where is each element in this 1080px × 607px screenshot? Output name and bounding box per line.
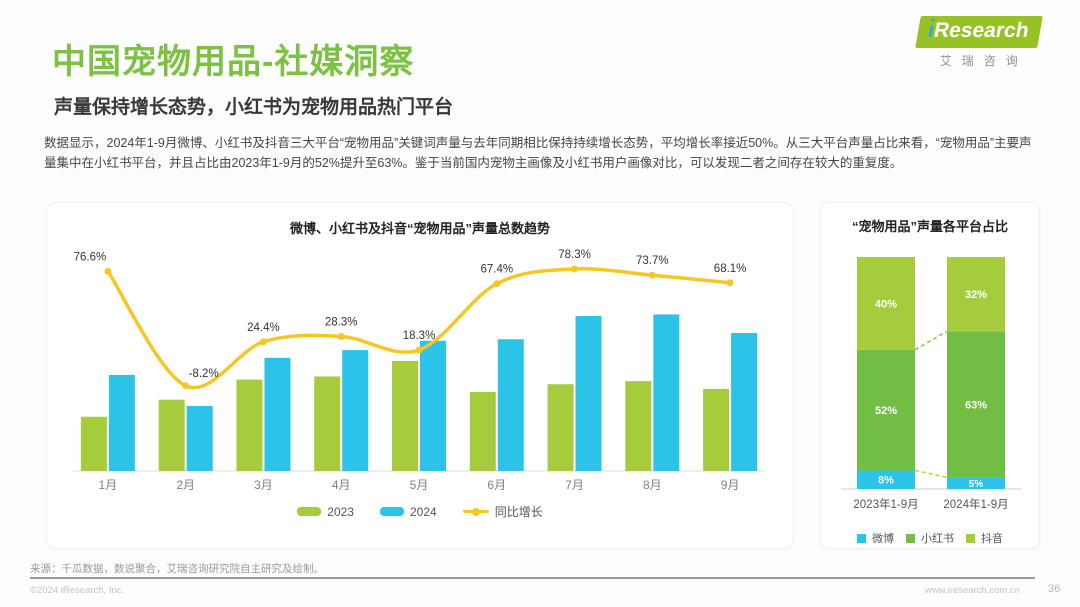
- legend-swatch-xiaohongshu: [906, 533, 915, 543]
- legend-line-marker-icon: [462, 507, 489, 516]
- legend-item-yoy-growth: 同比增长: [462, 503, 543, 520]
- legend-item-2023: 2023: [297, 505, 354, 519]
- footer-divider: [30, 577, 1035, 579]
- svg-text:40%: 40%: [875, 298, 897, 310]
- svg-text:8月: 8月: [643, 478, 662, 492]
- footer-source-note: 来源：千瓜数据，数说聚合，艾瑞咨询研究院自主研究及绘制。: [30, 563, 324, 575]
- iresearch-logo-mark: ı̇Research: [914, 16, 1043, 48]
- platform-share-card: “宠物用品”声量各平台占比 8% 52% 40% 2023年1-9月 5% 63% 32% 2…: [820, 202, 1040, 549]
- body-paragraph: 数据显示，2024年1-9月微博、小红书及抖音三大平台“宠物用品”关键词声量与去…: [44, 136, 1032, 170]
- svg-text:6月: 6月: [487, 478, 506, 492]
- legend-swatch-douyin: [966, 533, 975, 543]
- svg-text:2月: 2月: [176, 478, 195, 492]
- legend-item-2024: 2024: [379, 504, 437, 519]
- legend-label-weibo: 微博: [872, 533, 894, 545]
- svg-text:4月: 4月: [332, 478, 351, 492]
- share-chart-title: “宠物用品”声量各平台占比: [851, 219, 1008, 234]
- svg-text:76.6%: 76.6%: [74, 251, 107, 263]
- legend-item-weibo: 微博: [857, 530, 894, 546]
- footer-website: www.iresearch.com.cn: [924, 585, 1020, 596]
- svg-text:2023年1-9月: 2023年1-9月: [853, 497, 918, 511]
- legend-label-2024: 2024: [409, 504, 437, 519]
- svg-text:3月: 3月: [254, 478, 273, 492]
- svg-text:73.7%: 73.7%: [636, 255, 669, 267]
- svg-text:8%: 8%: [878, 475, 894, 487]
- legend-item-xiaohongshu: 小红书: [906, 530, 954, 546]
- svg-text:63%: 63%: [965, 399, 987, 411]
- svg-text:28.3%: 28.3%: [325, 317, 358, 329]
- svg-text:1月: 1月: [99, 478, 118, 492]
- legend-label-yoy-growth: 同比增长: [494, 505, 543, 519]
- legend-swatch-2023: [297, 507, 322, 516]
- page-number: 36: [1048, 583, 1061, 595]
- trend-chart: 1月 2月 3月 4月 5月 6月 7月 8月 9月 76.6% -8.2% 24.4% 28.3% 18…: [73, 249, 765, 492]
- legend-swatch-2024: [379, 507, 404, 516]
- trend-legend: 2023 2024 同比增长: [69, 503, 771, 520]
- svg-text:5%: 5%: [969, 479, 984, 490]
- svg-text:24.4%: 24.4%: [247, 322, 280, 334]
- platform-share-chart: 8% 52% 40% 2023年1-9月 5% 63% 32% 2024年1-9月: [841, 257, 1021, 511]
- svg-text:52%: 52%: [875, 405, 897, 417]
- svg-text:78.3%: 78.3%: [558, 249, 591, 261]
- svg-text:32%: 32%: [965, 289, 987, 301]
- svg-text:9月: 9月: [721, 478, 740, 492]
- footer-copyright: ©2024 iResearch, Inc.: [30, 585, 125, 596]
- svg-text:7月: 7月: [565, 478, 584, 492]
- logo-chinese-name: 艾瑞咨询: [939, 54, 1028, 68]
- legend-item-douyin: 抖音: [966, 530, 1003, 546]
- share-legend: 微博 小红书 抖音: [833, 530, 1027, 546]
- svg-text:18.3%: 18.3%: [403, 330, 436, 342]
- logo-brand-text: Research: [931, 19, 1031, 42]
- svg-text:68.1%: 68.1%: [714, 263, 747, 275]
- trend-chart-title: 微博、小红书及抖音“宠物用品”声量总数趋势: [289, 221, 550, 236]
- svg-text:67.4%: 67.4%: [480, 264, 513, 276]
- legend-swatch-weibo: [857, 533, 866, 543]
- legend-label-2023: 2023: [327, 504, 354, 519]
- trend-chart-card: 微博、小红书及抖音“宠物用品”声量总数趋势 1月 2月 3月 4月 5月 6月 7月 8月 9月…: [46, 202, 794, 549]
- page-subtitle: 声量保持增长态势，小红书为宠物用品热门平台: [54, 97, 454, 118]
- svg-text:2024年1-9月: 2024年1-9月: [943, 497, 1008, 511]
- legend-label-xiaohongshu: 小红书: [921, 533, 954, 545]
- svg-text:-8.2%: -8.2%: [189, 368, 219, 380]
- legend-label-douyin: 抖音: [981, 533, 1003, 545]
- charts-row: 微博、小红书及抖音“宠物用品”声量总数趋势 1月 2月 3月 4月 5月 6月 7月 8月 9月…: [46, 202, 1040, 549]
- svg-text:5月: 5月: [410, 478, 429, 492]
- page-title: 中国宠物用品-社媒洞察: [52, 43, 415, 81]
- iresearch-logo: ı̇Research 艾瑞咨询: [914, 16, 1043, 69]
